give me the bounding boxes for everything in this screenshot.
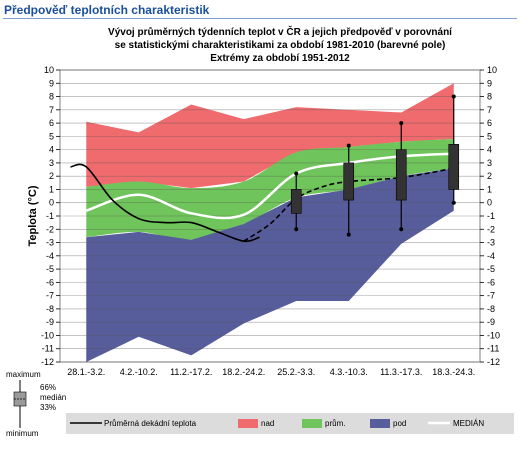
forecast-box [448,144,460,190]
y-tick-label-left: 6 [49,118,54,128]
y-tick-label-right: -10 [487,330,500,340]
legend-median-label: MEDIÁN [453,419,484,428]
observed-line [70,163,260,243]
y-tick-label-right: 9 [487,78,492,88]
y-tick-label-left: -4 [46,251,54,261]
y-tick-label-right: -9 [487,317,495,327]
legend-below-label: pod [393,419,406,428]
y-tick-label-left: 3 [49,158,54,168]
chart-title-line-1: Vývoj průměrných týdenních teplot v ČR a… [108,27,452,38]
y-tick-label-right: -8 [487,304,495,314]
y-tick-label-left: 5 [49,131,54,141]
x-tick-label: 18.3.-24.3. [432,367,475,377]
x-tick-label: 18.2.-24.2. [222,367,265,377]
y-tick-label-right: -4 [487,251,495,261]
y-tick-label-right: -12 [487,357,500,367]
box-legend-max-label: maximum [6,370,41,379]
header-title: Předpověď teplotních charakteristik [4,3,210,17]
y-tick-label-left: 1 [49,184,54,194]
box-min-point [399,227,404,232]
forecast-box [343,162,355,201]
x-tick-label: 4.2.-10.2. [120,367,158,377]
header-bar: Předpověď teplotních charakteristik [0,0,520,20]
x-tick-label: 11.2.-17.2. [170,367,212,377]
chart-title-line-3: Extrémy za období 1951-2012 [210,53,350,64]
box-max-point [294,171,299,176]
y-tick-label-left: 4 [49,145,54,155]
median-line [85,152,454,220]
y-tick-label-right: 10 [487,65,497,75]
forecast-box [290,189,302,214]
y-tick-label-right: 1 [487,184,492,194]
y-tick-label-left: 0 [49,198,54,208]
y-tick-label-left: -2 [46,224,54,234]
box-max-point [346,143,351,148]
y-tick-label-left: -5 [46,264,54,274]
y-tick-label-left: -11 [42,344,54,354]
x-tick-label: 25.2.-3.3. [277,367,315,377]
y-tick-label-right: -6 [487,277,495,287]
y-tick-label-left: 2 [49,171,54,181]
x-tick-label: 11.3.-17.3. [380,367,422,377]
header-divider [3,18,517,19]
y-axis-label: Teplota (°C) [27,185,39,246]
legend-strip [66,413,514,434]
y-tick-label-left: 10 [44,65,54,75]
legend-above-label: nad [261,419,274,428]
y-tick-label-left: -12 [41,357,54,367]
y-tick-label-right: 5 [487,131,492,141]
y-tick-label-right: 6 [487,118,492,128]
legend-above-swatch [238,419,258,428]
band-above-normal [86,83,454,189]
y-tick-label-left: 7 [49,105,54,115]
y-tick-label-right: 4 [487,145,492,155]
y-tick-label-left: -10 [41,330,54,340]
y-tick-label-left: -7 [46,291,54,301]
x-tick-label: 28.1.-3.2. [67,367,105,377]
box-legend-min-label: minimum [6,429,39,438]
y-tick-label-right: -2 [487,224,495,234]
y-tick-label-left: 9 [49,78,54,88]
box-legend-median-label: medián [40,393,66,402]
y-tick-label-left: -1 [46,211,54,221]
x-tick-label: 4.3.-10.3. [330,367,368,377]
box-min-point [294,227,299,232]
y-tick-label-right: 3 [487,158,492,168]
legend-observed-label: Průměrná dekádní teplota [104,419,197,428]
y-tick-label-left: 8 [49,92,54,102]
band-below-normal [86,168,454,362]
box-legend-33-label: 33% [40,403,56,412]
box-max-point [451,94,456,99]
y-tick-label-right: 8 [487,92,492,102]
legend-below-swatch [370,419,390,428]
box-legend-66-label: 66% [40,383,56,392]
y-tick-label-right: 7 [487,105,492,115]
y-tick-label-right: 2 [487,171,492,181]
y-tick-label-left: -9 [46,317,54,327]
y-tick-label-left: -6 [46,277,54,287]
y-tick-label-right: -3 [487,238,495,248]
y-tick-label-right: -11 [487,344,499,354]
box-max-point [399,121,404,126]
forecast-box [395,149,407,201]
y-tick-label-left: -3 [46,238,54,248]
y-tick-label-right: 0 [487,198,492,208]
chart-title-line-2: se statistickými charakteristikami za ob… [114,40,446,51]
box-min-point [451,200,456,205]
y-tick-label-right: -5 [487,264,495,274]
legend-normal-label: prům. [325,419,345,428]
y-tick-label-left: -8 [46,304,54,314]
y-tick-label-right: -7 [487,291,495,301]
box-min-point [346,232,351,237]
legend-normal-swatch [302,419,322,428]
y-tick-label-right: -1 [487,211,495,221]
